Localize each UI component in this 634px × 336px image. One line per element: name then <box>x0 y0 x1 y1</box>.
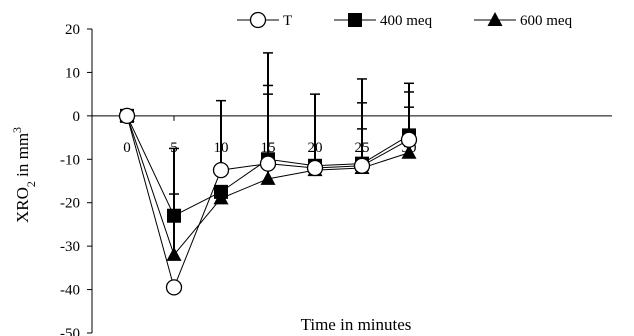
data-point-t <box>400 131 418 148</box>
legend-marker-600-meq <box>487 12 503 26</box>
data-point-600-meq <box>260 170 276 185</box>
y-tick-label: -50 <box>60 326 80 336</box>
error-bars <box>169 52 414 255</box>
data-point-600-meq <box>213 190 229 205</box>
y-axis-title-base: XRO <box>13 187 32 223</box>
y-axis-title: XRO2 in mm3 <box>10 127 38 223</box>
data-point-t <box>165 279 183 296</box>
data-point-t <box>306 159 324 177</box>
data-point-600-meq <box>401 144 417 159</box>
y-axis-title-sup: 3 <box>10 127 24 133</box>
legend-label-600-meq: 600 meq <box>520 13 573 29</box>
series-markers <box>118 107 418 296</box>
data-point-t <box>353 157 371 174</box>
legend-marker-t <box>249 11 267 29</box>
legend-label-t: T <box>283 13 292 29</box>
y-tick-label: 20 <box>65 22 80 38</box>
y-tick-label: -20 <box>60 196 80 212</box>
data-point-600-meq <box>166 246 182 261</box>
y-axis-title-sub: 2 <box>24 181 38 187</box>
data-point-400-meq <box>167 208 181 223</box>
y-axis-title-rest: in mm <box>13 133 32 181</box>
y-tick-label: 10 <box>65 65 80 81</box>
data-point-t <box>259 155 277 172</box>
data-point-t <box>212 161 230 179</box>
data-point-t <box>118 107 136 125</box>
y-tick-label: -40 <box>60 283 80 299</box>
y-tick-label: -10 <box>60 152 80 168</box>
x-axis-title: Time in minutes <box>301 315 412 334</box>
y-tick-label: 0 <box>73 109 81 125</box>
y-tick-label: -30 <box>60 239 80 255</box>
legend-marker-400-meq <box>348 13 362 27</box>
legend: T 400 meq 600 meq <box>237 11 573 29</box>
legend-label-400-meq: 400 meq <box>380 13 433 29</box>
x-tick-label: 0 <box>123 140 131 156</box>
